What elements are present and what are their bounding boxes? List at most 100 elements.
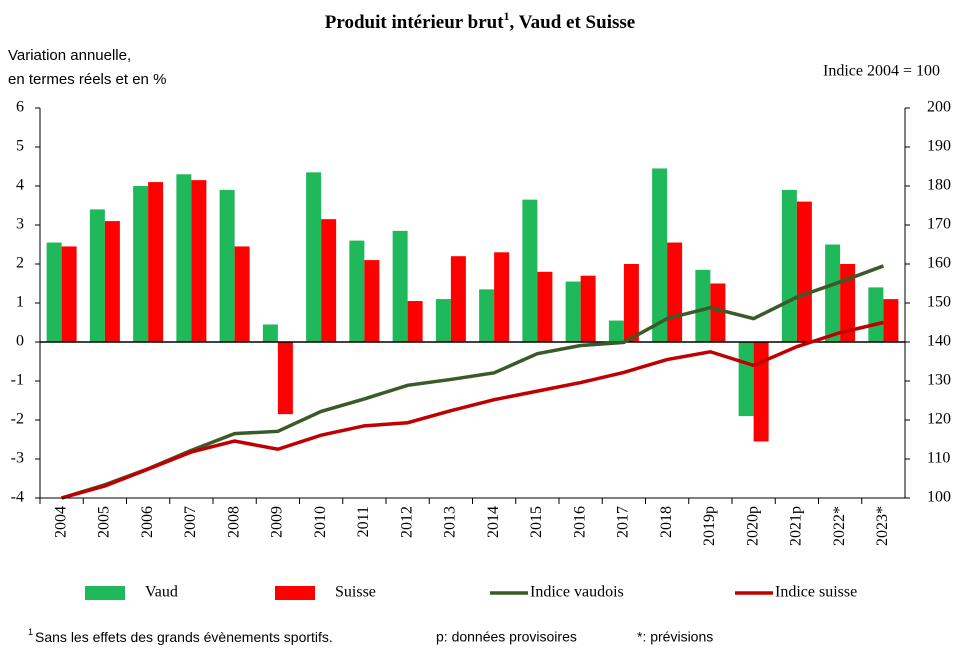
- y-axis-label: en termes réels et en %: [8, 71, 166, 88]
- y2-tick-label: 150: [927, 294, 951, 311]
- bar: [868, 287, 884, 342]
- x-tick-label: 2010: [312, 506, 329, 538]
- x-tick-label: 2017: [615, 506, 632, 538]
- bar: [89, 209, 105, 342]
- y2-tick-label: 190: [927, 138, 951, 155]
- x-tick-label: 2014: [485, 506, 502, 538]
- y-tick-label: 3: [16, 216, 24, 233]
- bar: [435, 299, 451, 342]
- bar: [522, 199, 538, 342]
- bar: [753, 342, 769, 442]
- bar: [349, 240, 365, 342]
- y-tick-label: 6: [16, 99, 24, 116]
- x-tick-label: 2004: [52, 506, 69, 538]
- bar: [262, 324, 278, 342]
- bar: [883, 299, 899, 342]
- y-tick-label: -3: [11, 450, 24, 467]
- y2-tick-label: 140: [927, 333, 951, 350]
- bar: [277, 342, 293, 415]
- bar: [710, 283, 726, 342]
- x-tick-label: 2008: [225, 506, 242, 538]
- bar: [565, 281, 581, 342]
- bar: [608, 320, 624, 342]
- x-tick-label: 2007: [182, 506, 199, 538]
- legend-label: Indice suisse: [775, 584, 857, 601]
- y2-tick-label: 180: [927, 177, 951, 194]
- y2-tick-label: 200: [927, 99, 951, 116]
- footnote-text: Sans les effets des grands évènements sp…: [35, 629, 333, 645]
- bar: [392, 230, 408, 342]
- footnote: *: prévisions: [637, 629, 713, 645]
- bar: [133, 186, 149, 342]
- bar: [148, 182, 164, 342]
- y-axis-label: Variation annuelle,: [8, 47, 131, 64]
- x-tick-label: 2020p: [744, 506, 761, 546]
- bar: [580, 275, 596, 342]
- y2-tick-label: 130: [927, 372, 951, 389]
- bar: [667, 242, 683, 342]
- x-tick-label: 2018: [658, 506, 675, 538]
- legend-label: Vaud: [145, 584, 178, 601]
- bar: [796, 201, 812, 342]
- x-tick-label: 2013: [442, 506, 459, 538]
- bar: [306, 172, 322, 342]
- bar: [623, 264, 639, 342]
- y-tick-label: -2: [11, 411, 24, 428]
- x-tick-label: 2006: [139, 506, 156, 538]
- y-tick-label: 1: [16, 294, 24, 311]
- y-tick-label: -4: [11, 489, 24, 506]
- y2-tick-label: 120: [927, 411, 951, 428]
- y-tick-label: 2: [16, 255, 24, 272]
- bar: [46, 242, 62, 342]
- y2-axis-label: Indice 2004 = 100: [823, 63, 940, 80]
- bar: [825, 244, 841, 342]
- title-main: Produit intérieur brut: [325, 12, 504, 33]
- bar: [537, 271, 553, 342]
- bar: [219, 189, 235, 342]
- bar: [61, 246, 77, 342]
- bar: [494, 252, 510, 342]
- x-tick-label: 2009: [269, 506, 286, 538]
- bar: [781, 189, 797, 342]
- y2-tick-label: 160: [927, 255, 951, 272]
- bar: [450, 256, 466, 342]
- bar: [104, 221, 120, 342]
- bar: [176, 174, 192, 342]
- bar: [364, 260, 380, 342]
- x-tick-label: 2019p: [701, 506, 718, 546]
- x-tick-label: 2012: [398, 506, 415, 538]
- bar: [191, 180, 207, 342]
- x-tick-label: 2011: [355, 506, 372, 537]
- bar: [234, 246, 250, 342]
- title-superscript: 1: [504, 9, 510, 23]
- y-tick-label: 0: [16, 333, 24, 350]
- y2-tick-label: 170: [927, 216, 951, 233]
- x-tick-label: 2016: [571, 506, 588, 538]
- y-tick-label: 4: [16, 177, 24, 194]
- bar: [407, 301, 423, 342]
- y-tick-label: 5: [16, 138, 24, 155]
- x-tick-label: 2023*: [874, 506, 891, 546]
- bar: [840, 264, 856, 342]
- legend-swatch: [275, 586, 315, 600]
- footnote: 1 Sans les effets des grands évènements s…: [28, 627, 333, 644]
- bar: [738, 342, 754, 417]
- bar: [652, 168, 668, 342]
- y-tick-label: -1: [11, 372, 24, 389]
- legend-label: Indice vaudois: [530, 584, 624, 601]
- x-tick-label: 2021p: [788, 506, 805, 546]
- bar: [479, 289, 495, 342]
- x-tick-label: 2015: [528, 506, 545, 538]
- footnote-marker: 1: [28, 627, 33, 637]
- title-suffix: , Vaud et Suisse: [510, 12, 636, 33]
- chart-title: Produit intérieur brut1, Vaud et Suisse: [325, 9, 635, 34]
- legend-swatch: [85, 586, 125, 600]
- y2-tick-label: 110: [927, 450, 950, 467]
- bar: [695, 269, 711, 342]
- y2-tick-label: 100: [927, 489, 951, 506]
- line: [61, 264, 884, 500]
- footnote: p: données provisoires: [436, 629, 577, 645]
- x-tick-label: 2005: [96, 506, 113, 538]
- x-tick-label: 2022*: [831, 506, 848, 546]
